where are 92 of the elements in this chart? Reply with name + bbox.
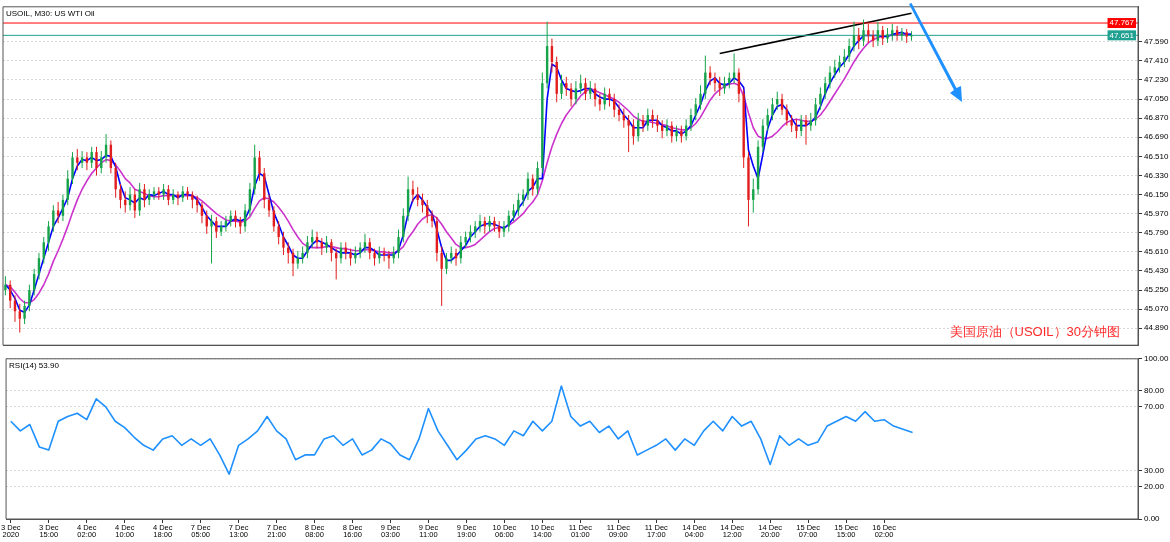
y-tick-label: 44.890 (1144, 323, 1170, 333)
candlestick (330, 238, 333, 262)
candlestick (881, 25, 884, 46)
candlestick (704, 55, 707, 100)
candlestick (603, 86, 606, 111)
candlestick (138, 182, 141, 217)
y-tick-label: 30.00 (1144, 466, 1165, 476)
y-tick-label: 45.430 (1144, 266, 1170, 276)
candlestick (76, 148, 79, 171)
candlestick (627, 114, 630, 153)
candlestick (819, 86, 822, 111)
y-tick-label: 45.790 (1144, 227, 1170, 237)
candlestick (411, 180, 415, 203)
candlestick (215, 216, 218, 239)
candlestick (56, 201, 60, 224)
candlestick (23, 300, 26, 325)
y-tick-label: 0.00 (1144, 514, 1161, 524)
candlestick (502, 220, 506, 238)
candlestick (536, 161, 539, 196)
candlestick (857, 27, 860, 50)
candlestick (90, 146, 93, 169)
y-tick-label: 80.00 (1144, 386, 1165, 396)
candlestick (143, 183, 146, 208)
y-tick-label: 46.330 (1144, 170, 1170, 180)
candlestick (871, 29, 875, 48)
candlestick (28, 284, 31, 312)
candlestick (397, 229, 400, 259)
candlestick (766, 108, 769, 132)
y-tick-label: 46.690 (1144, 132, 1170, 142)
chart-title: RSI(14) 53.90 (9, 361, 60, 370)
candlestick (421, 193, 424, 214)
y-tick-label: 46.150 (1144, 189, 1170, 199)
candlestick (579, 74, 582, 95)
candlestick (258, 150, 261, 182)
y-tick-label: 47.410 (1144, 56, 1170, 66)
candlestick (210, 214, 213, 265)
candlestick (809, 112, 812, 132)
y-tick-label: 70.00 (1144, 402, 1165, 412)
candlestick (416, 186, 419, 207)
candlestick (565, 76, 568, 97)
candlestick (589, 80, 592, 100)
candlestick (80, 150, 84, 169)
candlestick (867, 23, 870, 44)
y-tick-label: 46.870 (1144, 113, 1170, 123)
y-tick-label: 47.050 (1144, 94, 1170, 104)
candlestick (632, 118, 635, 146)
y-tick-label: 100.00 (1144, 354, 1170, 363)
candlestick (363, 233, 367, 254)
candlestick (833, 59, 836, 79)
candlestick (306, 235, 309, 259)
ref-line-label: 47.651 (1109, 30, 1135, 40)
candlestick (282, 231, 285, 256)
y-tick-label: 45.970 (1144, 208, 1170, 218)
candlestick (95, 146, 98, 176)
y-tick-label: 47.590 (1144, 37, 1170, 47)
candlestick (277, 220, 280, 245)
y-tick-label: 45.250 (1144, 285, 1170, 295)
candlestick (517, 193, 520, 217)
candlestick (85, 151, 89, 171)
candlestick (771, 97, 774, 121)
candlestick (296, 250, 300, 270)
candlestick (219, 220, 223, 237)
candlestick (119, 183, 122, 209)
candlestick (862, 19, 865, 47)
candlestick (699, 84, 702, 111)
y-tick-label: 20.00 (1144, 482, 1165, 492)
candlestick (641, 114, 645, 133)
candlestick (152, 186, 156, 201)
candlestick (4, 275, 7, 296)
chart-title: USOIL, M30: US WTI Oil (6, 9, 95, 18)
text: 美国原油（USOIL）30分钟图 (949, 324, 1120, 340)
candlestick (843, 48, 846, 68)
candlestick (814, 97, 817, 127)
candlestick (52, 204, 55, 233)
candlestick (795, 118, 798, 139)
candlestick (804, 114, 808, 146)
candlestick (608, 87, 611, 108)
candlestick (402, 207, 405, 243)
candlestick (47, 220, 50, 252)
candlestick (651, 109, 654, 129)
y-tick-label: 45.070 (1144, 304, 1170, 314)
ref-line-label: 47.767 (1109, 18, 1135, 28)
candlestick (440, 246, 443, 307)
candlestick (167, 184, 170, 206)
candlestick (560, 74, 563, 100)
candlestick (584, 77, 587, 101)
candlestick (445, 252, 448, 275)
y-tick-label: 46.510 (1144, 151, 1170, 161)
candlestick (114, 162, 117, 199)
y-tick-label: 45.610 (1144, 247, 1170, 257)
y-tick-label: 47.230 (1144, 75, 1170, 85)
candlestick (71, 151, 74, 185)
